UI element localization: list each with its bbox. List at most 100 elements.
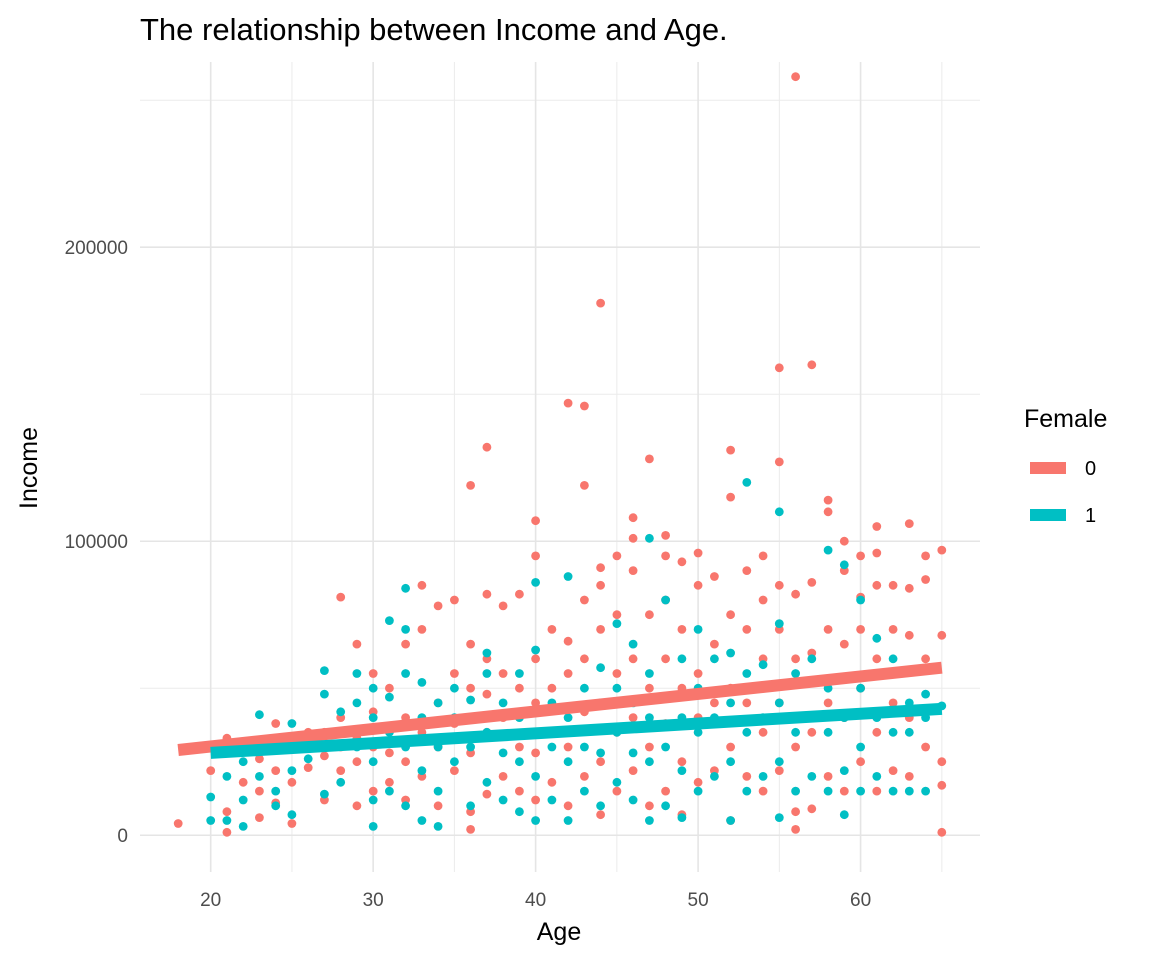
data-point-0 bbox=[580, 654, 589, 664]
data-point-1 bbox=[287, 766, 297, 775]
data-point-1 bbox=[531, 578, 540, 587]
data-point-0 bbox=[596, 810, 605, 820]
data-point-1 bbox=[320, 689, 329, 699]
data-point-1 bbox=[547, 742, 557, 752]
data-point-1 bbox=[839, 560, 849, 570]
data-point-1 bbox=[417, 678, 427, 687]
data-point-0 bbox=[888, 580, 898, 590]
data-point-0 bbox=[872, 580, 882, 590]
data-point-1 bbox=[417, 816, 427, 825]
data-point-1 bbox=[661, 595, 670, 605]
data-point-1 bbox=[628, 748, 638, 758]
data-point-0 bbox=[498, 669, 508, 678]
data-point-1 bbox=[596, 748, 605, 758]
data-point-1 bbox=[774, 757, 784, 767]
data-point-1 bbox=[563, 816, 573, 825]
data-point-1 bbox=[921, 689, 930, 699]
data-point-1 bbox=[726, 698, 735, 708]
data-point-0 bbox=[222, 827, 232, 837]
data-point-1 bbox=[645, 533, 654, 543]
data-point-0 bbox=[482, 689, 492, 699]
data-point-1 bbox=[742, 786, 752, 796]
data-point-0 bbox=[255, 813, 264, 822]
data-point-1 bbox=[758, 772, 768, 781]
data-point-1 bbox=[661, 801, 670, 811]
data-point-0 bbox=[823, 625, 833, 634]
data-point-0 bbox=[417, 580, 427, 590]
data-point-0 bbox=[433, 601, 443, 611]
data-point-0 bbox=[693, 777, 703, 787]
data-point-1 bbox=[515, 669, 524, 678]
data-point-1 bbox=[856, 683, 865, 693]
data-point-0 bbox=[563, 801, 573, 811]
data-point-1 bbox=[791, 786, 800, 796]
data-point-0 bbox=[450, 766, 459, 775]
data-point-1 bbox=[433, 786, 443, 796]
data-point-0 bbox=[222, 807, 232, 817]
x-tick-label: 20 bbox=[200, 890, 221, 911]
data-point-0 bbox=[823, 507, 833, 517]
data-point-1 bbox=[742, 669, 752, 678]
data-point-0 bbox=[531, 654, 540, 664]
data-point-0 bbox=[791, 72, 800, 82]
data-point-0 bbox=[612, 669, 622, 678]
data-point-1 bbox=[791, 727, 800, 737]
data-point-1 bbox=[839, 766, 849, 775]
data-point-0 bbox=[904, 772, 914, 781]
data-point-1 bbox=[596, 801, 605, 811]
data-point-1 bbox=[385, 786, 394, 796]
data-point-1 bbox=[238, 822, 248, 831]
data-point-0 bbox=[173, 819, 183, 828]
data-point-0 bbox=[352, 757, 362, 767]
data-point-0 bbox=[482, 789, 492, 799]
data-point-0 bbox=[661, 551, 670, 561]
data-point-0 bbox=[628, 713, 638, 722]
data-point-0 bbox=[580, 481, 589, 490]
data-point-0 bbox=[839, 536, 849, 546]
data-point-1 bbox=[823, 786, 833, 796]
data-point-0 bbox=[531, 698, 540, 708]
data-point-1 bbox=[807, 772, 817, 781]
data-point-0 bbox=[450, 669, 459, 678]
data-point-1 bbox=[710, 654, 719, 664]
data-point-1 bbox=[498, 795, 508, 805]
data-point-0 bbox=[888, 766, 898, 775]
data-point-0 bbox=[563, 636, 573, 646]
data-point-1 bbox=[823, 545, 833, 555]
data-point-1 bbox=[677, 766, 687, 775]
data-point-1 bbox=[580, 786, 589, 796]
data-point-0 bbox=[401, 757, 410, 767]
data-point-0 bbox=[921, 575, 930, 584]
data-point-1 bbox=[287, 810, 297, 820]
data-point-0 bbox=[612, 786, 622, 796]
data-point-1 bbox=[368, 822, 378, 831]
data-point-0 bbox=[937, 780, 947, 790]
data-point-0 bbox=[580, 595, 589, 605]
legend-label-0: 0 bbox=[1085, 458, 1096, 480]
legend-title: Female bbox=[1024, 405, 1107, 433]
fit-line-0 bbox=[177, 661, 943, 756]
data-point-1 bbox=[287, 719, 297, 728]
data-point-0 bbox=[628, 654, 638, 664]
data-point-1 bbox=[856, 595, 865, 605]
data-point-1 bbox=[726, 816, 735, 825]
data-point-0 bbox=[937, 630, 947, 640]
data-point-0 bbox=[628, 566, 638, 575]
data-point-0 bbox=[807, 578, 817, 587]
data-point-1 bbox=[710, 772, 719, 781]
data-point-0 bbox=[791, 654, 800, 664]
data-point-1 bbox=[352, 669, 362, 678]
data-point-1 bbox=[368, 713, 378, 722]
x-axis-title: Age bbox=[537, 918, 581, 946]
data-point-1 bbox=[547, 795, 557, 805]
data-point-1 bbox=[872, 633, 882, 643]
data-point-1 bbox=[645, 669, 654, 678]
data-point-1 bbox=[807, 654, 817, 664]
x-tick-label: 30 bbox=[363, 890, 384, 911]
data-point-1 bbox=[596, 663, 605, 673]
x-tick-label: 40 bbox=[525, 890, 546, 911]
data-point-1 bbox=[385, 692, 394, 702]
data-point-1 bbox=[823, 727, 833, 737]
data-point-0 bbox=[742, 772, 752, 781]
